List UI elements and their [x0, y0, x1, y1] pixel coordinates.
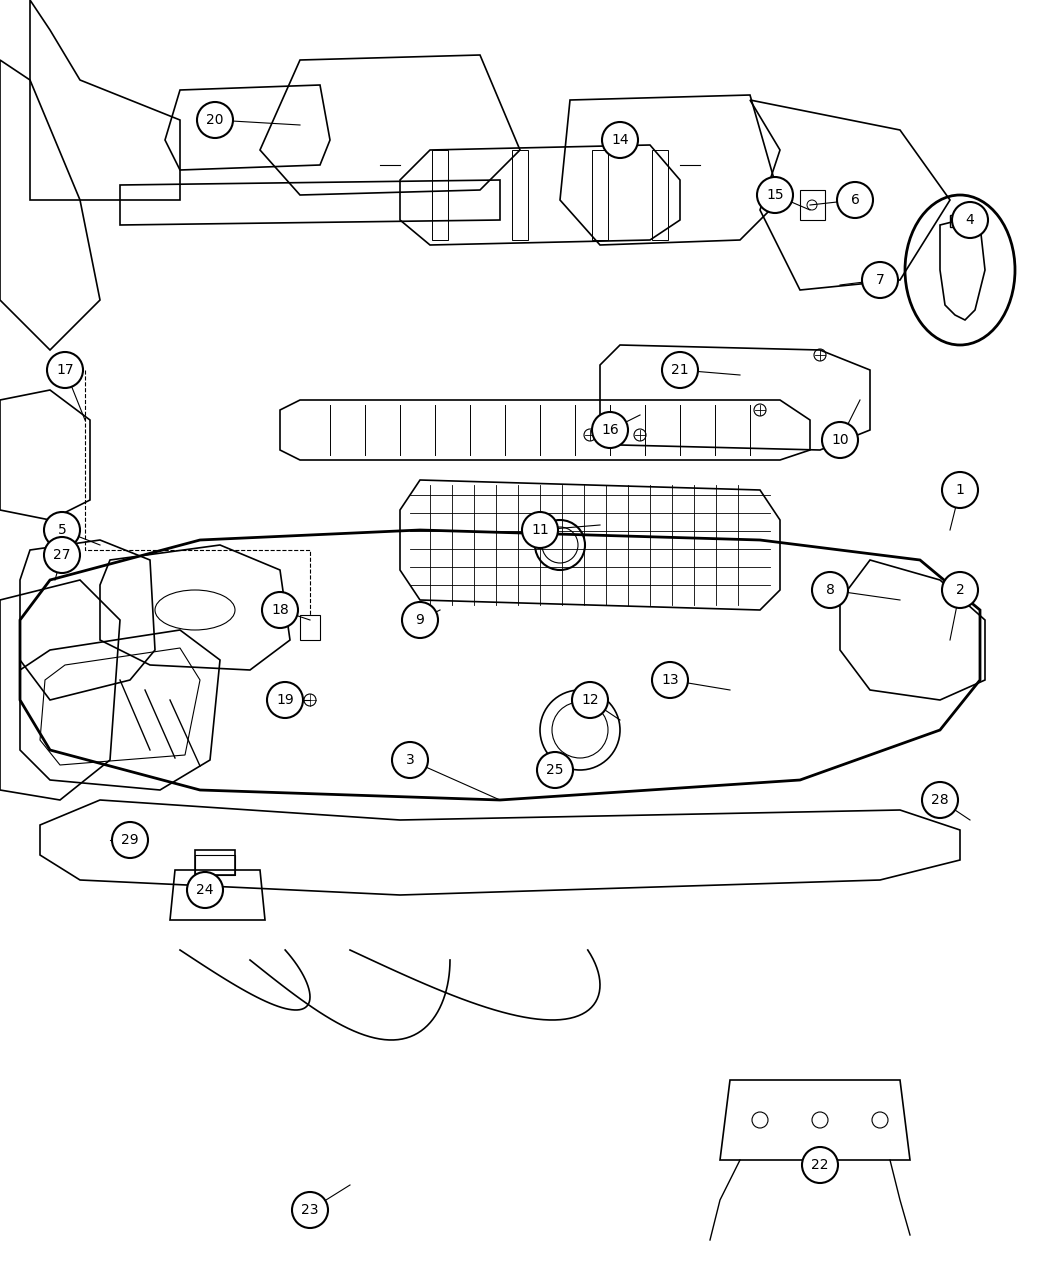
Circle shape [262, 592, 298, 629]
Circle shape [47, 352, 83, 388]
Text: 7: 7 [876, 273, 884, 287]
Text: 21: 21 [671, 363, 689, 377]
Circle shape [572, 682, 608, 718]
Bar [432, 150, 448, 240]
Text: 13: 13 [662, 673, 678, 687]
Circle shape [522, 513, 558, 548]
Bar [300, 615, 320, 640]
Bar [195, 850, 235, 875]
Text: 19: 19 [276, 694, 294, 708]
Text: 4: 4 [966, 213, 974, 227]
Circle shape [602, 122, 638, 158]
Text: 20: 20 [206, 113, 224, 128]
Text: 24: 24 [196, 884, 214, 898]
Text: 3: 3 [405, 754, 415, 768]
Circle shape [942, 472, 978, 507]
Text: 14: 14 [611, 133, 629, 147]
Circle shape [44, 537, 80, 572]
Text: 1: 1 [956, 483, 965, 497]
Circle shape [812, 572, 848, 608]
Bar [950, 215, 970, 227]
Circle shape [112, 822, 148, 858]
Text: 8: 8 [825, 583, 835, 597]
Text: 6: 6 [850, 193, 860, 207]
Text: 25: 25 [546, 762, 564, 776]
Text: 27: 27 [54, 548, 70, 562]
Text: 5: 5 [58, 523, 66, 537]
Circle shape [402, 602, 438, 638]
Circle shape [802, 1148, 838, 1183]
Text: 15: 15 [766, 187, 783, 201]
Text: 23: 23 [301, 1204, 319, 1218]
Circle shape [292, 1192, 328, 1228]
Bar [652, 150, 668, 240]
Text: 28: 28 [931, 793, 949, 807]
Circle shape [757, 177, 793, 213]
Circle shape [942, 572, 978, 608]
Circle shape [537, 752, 573, 788]
Text: 17: 17 [57, 363, 74, 377]
Text: 22: 22 [812, 1158, 828, 1172]
Bar [800, 190, 825, 221]
Circle shape [922, 782, 958, 819]
Bar [592, 150, 608, 240]
Circle shape [662, 352, 698, 388]
Circle shape [952, 201, 988, 238]
Circle shape [392, 742, 428, 778]
Text: 18: 18 [271, 603, 289, 617]
Circle shape [592, 412, 628, 448]
Circle shape [197, 102, 233, 138]
Text: 10: 10 [832, 434, 848, 448]
Circle shape [822, 422, 858, 458]
Circle shape [187, 872, 223, 908]
Text: 16: 16 [601, 423, 618, 437]
Bar [512, 150, 528, 240]
Circle shape [267, 682, 303, 718]
Text: 9: 9 [416, 613, 424, 627]
Text: 11: 11 [531, 523, 549, 537]
Circle shape [652, 662, 688, 697]
Circle shape [44, 513, 80, 548]
Text: 2: 2 [956, 583, 964, 597]
Circle shape [837, 182, 873, 218]
Bar [195, 856, 235, 875]
Text: 12: 12 [582, 694, 598, 708]
Circle shape [862, 261, 898, 298]
Text: 29: 29 [121, 833, 139, 847]
